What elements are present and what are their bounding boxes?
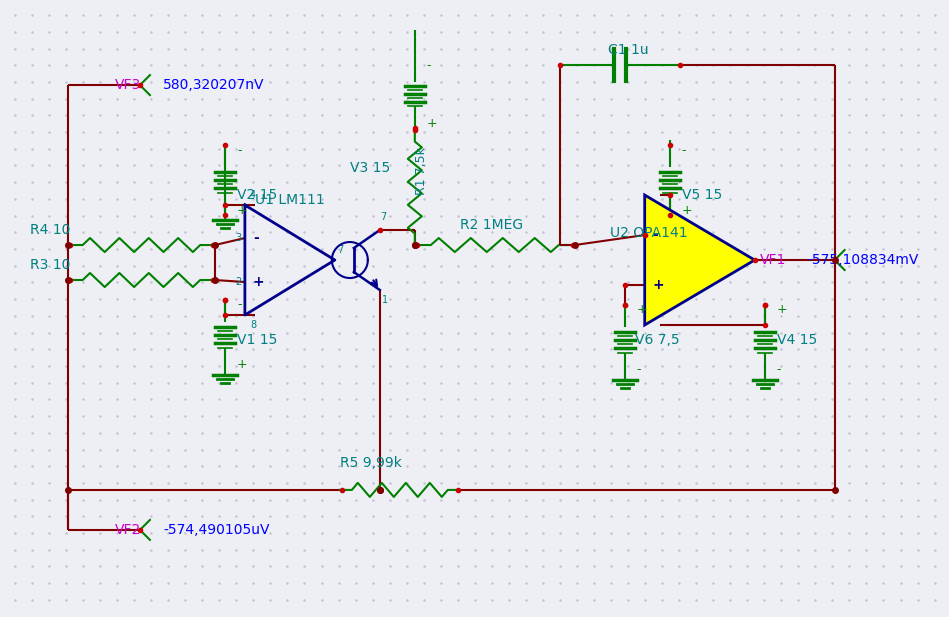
Text: V3 15: V3 15 [350, 161, 390, 175]
Polygon shape [644, 195, 754, 325]
Text: V1 15: V1 15 [237, 333, 277, 347]
Text: +: + [776, 304, 788, 317]
Text: +: + [427, 117, 437, 130]
Text: V4 15: V4 15 [776, 333, 817, 347]
Text: -: - [237, 144, 241, 157]
Text: 1: 1 [381, 295, 388, 305]
Text: V5 15: V5 15 [681, 188, 722, 202]
Text: 7: 7 [337, 245, 344, 255]
Text: 580,320207nV: 580,320207nV [163, 78, 265, 92]
Text: +: + [681, 204, 693, 217]
Text: -: - [237, 299, 241, 312]
Text: -574,490105uV: -574,490105uV [163, 523, 270, 537]
Text: R3 10: R3 10 [30, 258, 70, 272]
Text: 4: 4 [250, 190, 256, 200]
Text: 2: 2 [235, 277, 242, 287]
Text: R1 7,5k: R1 7,5k [416, 147, 428, 195]
Text: R4 10: R4 10 [30, 223, 70, 237]
Text: -: - [681, 144, 686, 157]
Text: R5 9,99k: R5 9,99k [340, 456, 401, 470]
Text: 3: 3 [235, 233, 242, 243]
Text: U2 OPA141: U2 OPA141 [609, 226, 687, 240]
Text: +: + [237, 358, 248, 371]
Text: V2 15: V2 15 [237, 188, 277, 202]
Text: -: - [653, 228, 659, 242]
Text: -575,108834mV: -575,108834mV [808, 253, 919, 267]
Text: VF1: VF1 [759, 253, 786, 267]
Text: R2 1MEG: R2 1MEG [459, 218, 523, 232]
Text: -: - [776, 363, 781, 376]
Text: -: - [637, 363, 642, 376]
Text: +: + [653, 278, 664, 292]
Text: +: + [637, 304, 647, 317]
Text: V6 7,5: V6 7,5 [635, 333, 679, 347]
Text: +: + [237, 204, 248, 217]
Text: U1 LM111: U1 LM111 [255, 193, 325, 207]
Text: 7: 7 [380, 212, 386, 222]
Text: C1 1u: C1 1u [607, 43, 648, 57]
Text: VF2: VF2 [115, 523, 141, 537]
Text: -: - [252, 231, 259, 245]
Text: 8: 8 [250, 320, 256, 330]
Text: VF3: VF3 [115, 78, 141, 92]
Text: -: - [427, 59, 431, 72]
Text: +: + [252, 275, 265, 289]
